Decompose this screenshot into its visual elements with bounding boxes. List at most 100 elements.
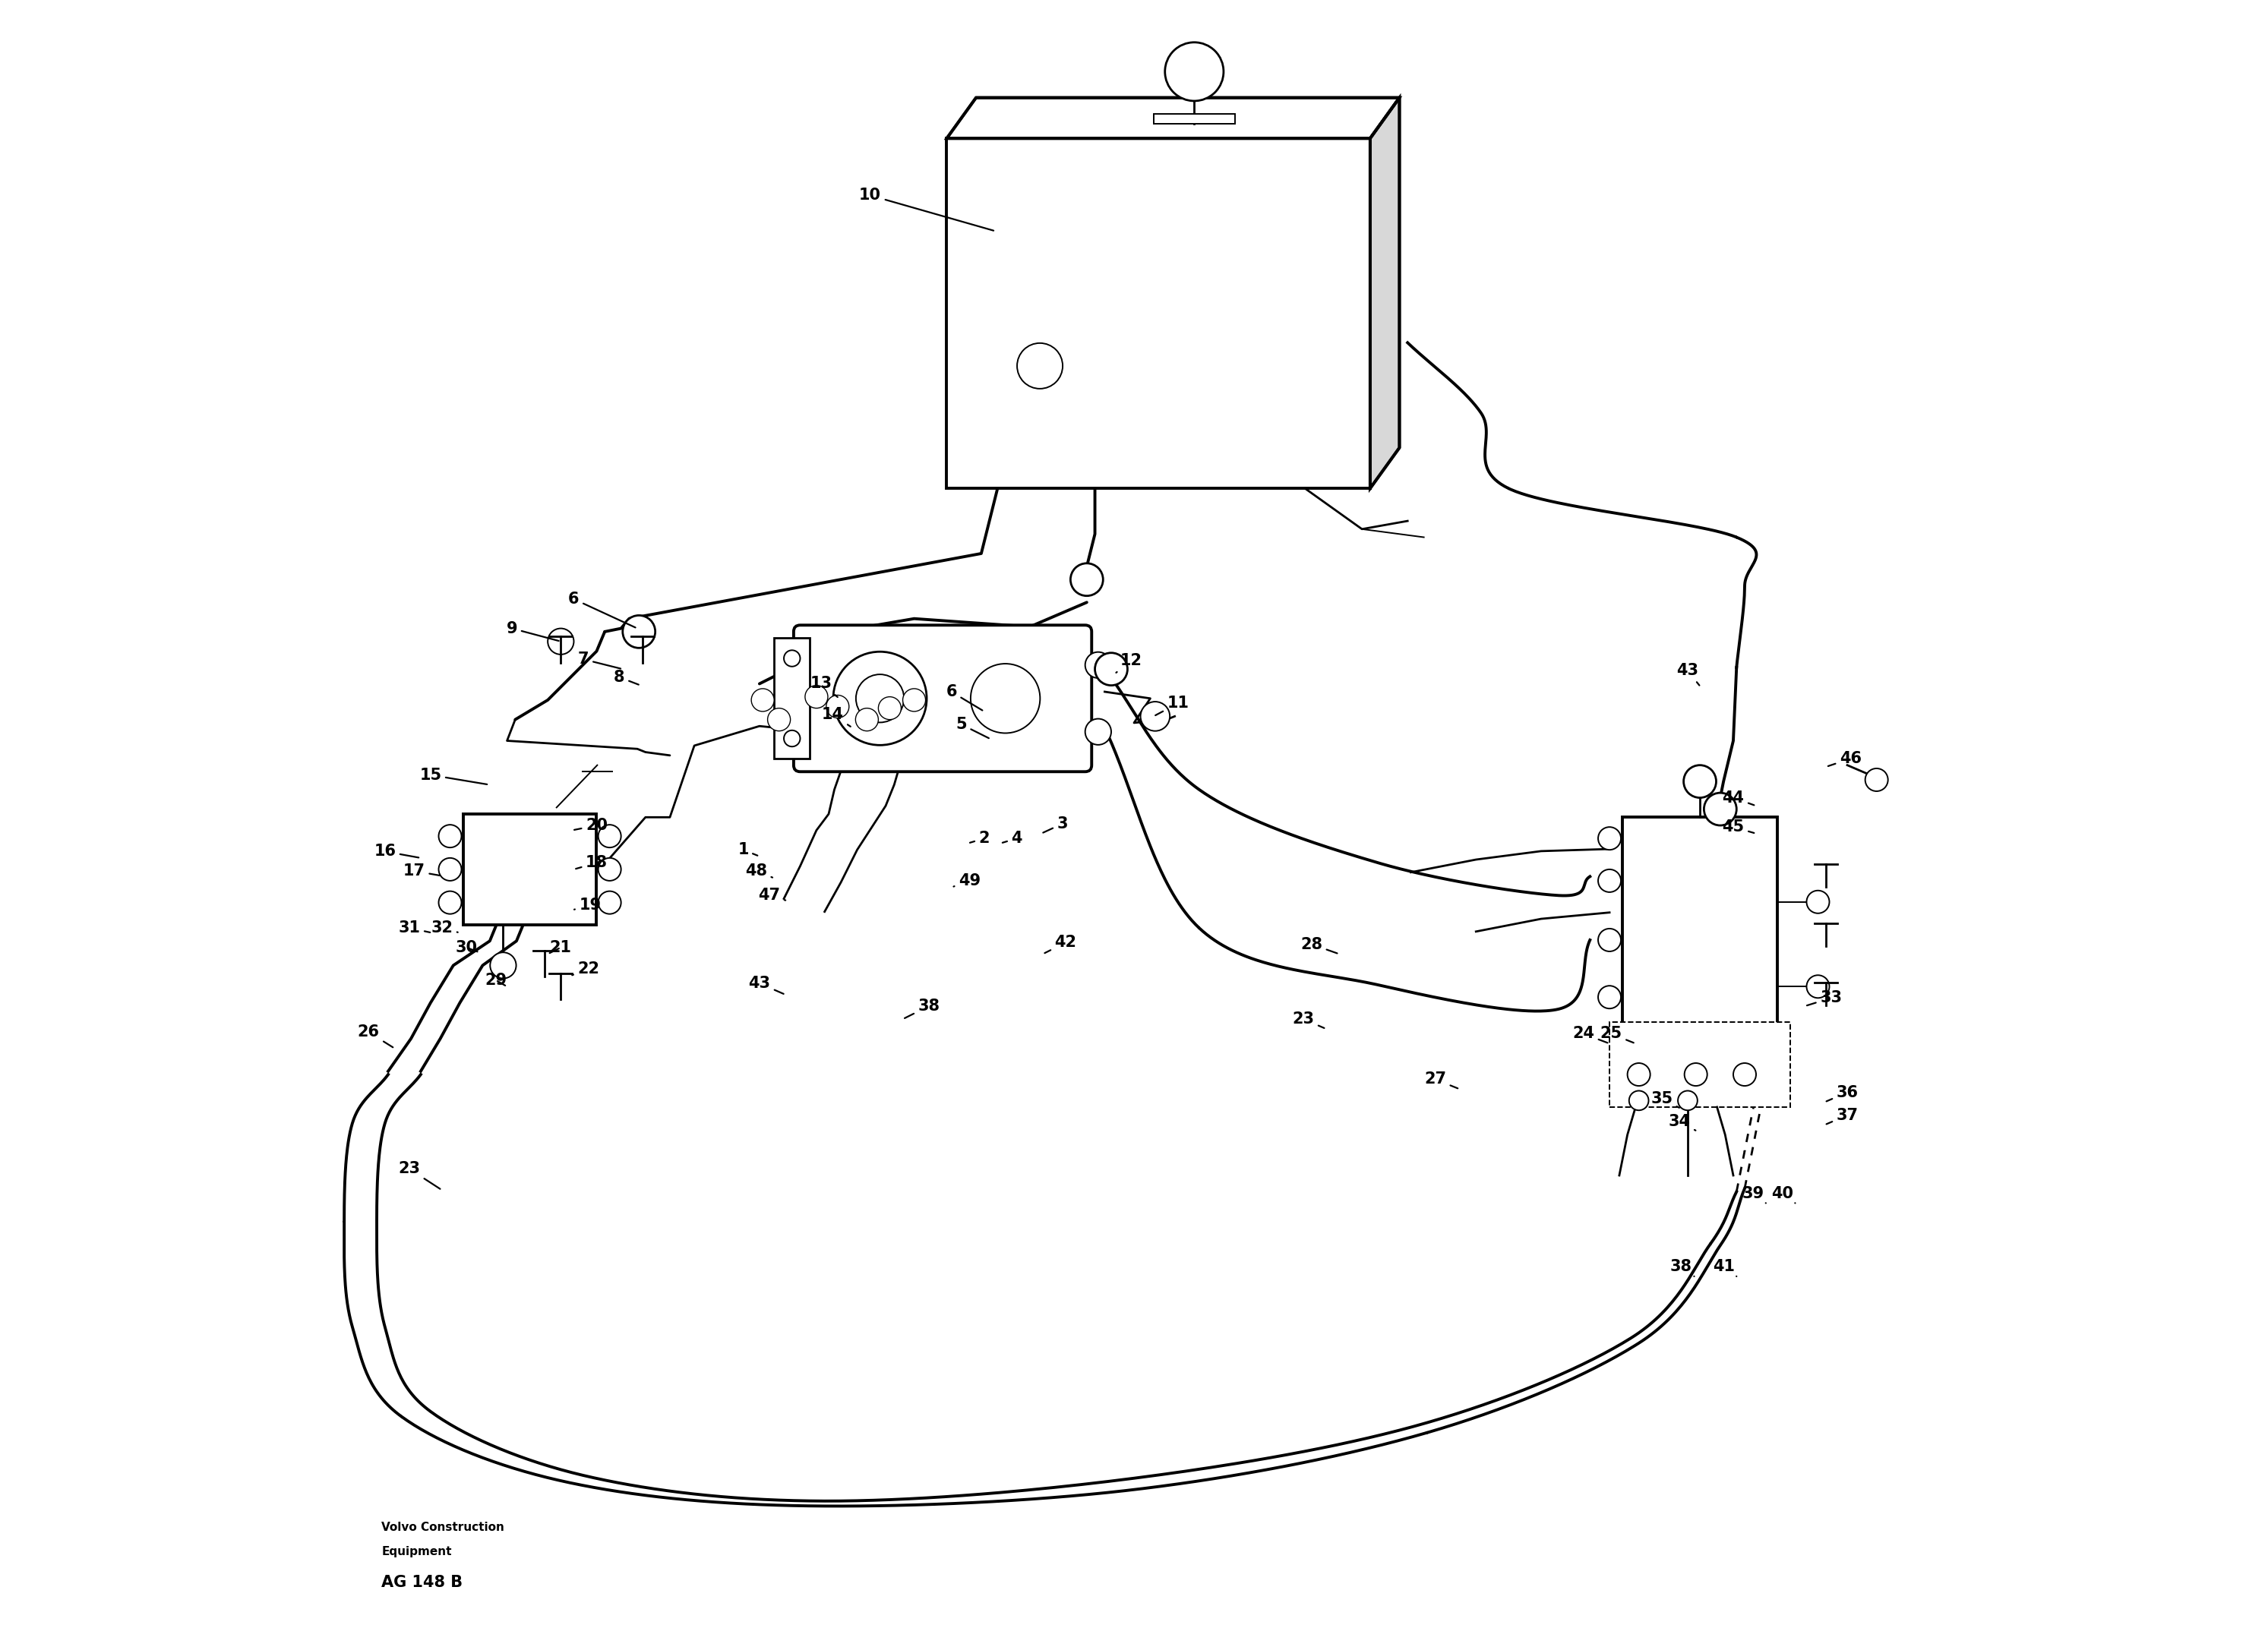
- Text: 7: 7: [578, 651, 621, 669]
- Text: 34: 34: [1669, 1114, 1696, 1130]
- Circle shape: [1703, 793, 1737, 825]
- Circle shape: [599, 858, 621, 881]
- Text: 9: 9: [506, 620, 558, 641]
- Circle shape: [1070, 563, 1102, 596]
- Text: 23: 23: [1293, 1011, 1325, 1027]
- Text: 18: 18: [576, 855, 608, 871]
- Circle shape: [1808, 891, 1830, 913]
- Circle shape: [1599, 869, 1622, 892]
- Text: 15: 15: [420, 767, 488, 785]
- Text: 49: 49: [953, 873, 980, 889]
- Circle shape: [490, 952, 517, 978]
- Bar: [773, 638, 810, 759]
- Text: 43: 43: [748, 975, 782, 993]
- Text: 16: 16: [374, 843, 420, 860]
- Text: 36: 36: [1826, 1084, 1857, 1101]
- Text: Equipment: Equipment: [381, 1547, 451, 1556]
- Text: 13: 13: [810, 676, 837, 697]
- Circle shape: [1599, 827, 1622, 850]
- Circle shape: [1599, 928, 1622, 951]
- Circle shape: [751, 689, 773, 711]
- Text: 2: 2: [971, 830, 989, 847]
- Circle shape: [971, 664, 1041, 733]
- Text: 26: 26: [358, 1024, 392, 1047]
- Text: 27: 27: [1424, 1071, 1458, 1089]
- Circle shape: [549, 628, 574, 654]
- Text: 32: 32: [431, 920, 458, 936]
- Text: 39: 39: [1742, 1185, 1767, 1203]
- Circle shape: [1084, 720, 1111, 746]
- Text: 23: 23: [399, 1161, 440, 1188]
- Circle shape: [767, 708, 789, 731]
- Text: 30: 30: [456, 939, 476, 956]
- Text: 24: 24: [1572, 1026, 1608, 1044]
- Text: 19: 19: [574, 897, 601, 913]
- Polygon shape: [946, 98, 1399, 138]
- Text: 41: 41: [1712, 1258, 1737, 1276]
- Circle shape: [1628, 1091, 1649, 1110]
- Circle shape: [855, 708, 878, 731]
- Circle shape: [1864, 768, 1887, 791]
- Bar: [1610, 1022, 1789, 1107]
- Circle shape: [1678, 1091, 1696, 1110]
- Text: 8: 8: [615, 669, 640, 685]
- Bar: [463, 814, 596, 925]
- Circle shape: [855, 674, 905, 723]
- Text: 3: 3: [1043, 816, 1068, 832]
- Text: 44: 44: [1721, 790, 1753, 806]
- Circle shape: [1599, 985, 1622, 1008]
- Circle shape: [826, 695, 848, 718]
- Circle shape: [1166, 42, 1222, 101]
- Text: 20: 20: [574, 817, 608, 834]
- Text: 48: 48: [746, 863, 773, 879]
- Circle shape: [438, 825, 460, 848]
- Circle shape: [1808, 975, 1830, 998]
- Text: 12: 12: [1116, 653, 1141, 672]
- Circle shape: [1095, 653, 1127, 685]
- Circle shape: [1141, 702, 1170, 731]
- Text: 46: 46: [1828, 751, 1862, 767]
- Text: 17: 17: [404, 863, 440, 879]
- Text: 38: 38: [905, 998, 939, 1018]
- Text: 43: 43: [1676, 663, 1699, 685]
- Text: 6: 6: [946, 684, 982, 710]
- Circle shape: [624, 615, 655, 648]
- Text: 47: 47: [758, 887, 785, 904]
- Text: 42: 42: [1046, 934, 1077, 952]
- Text: 31: 31: [399, 920, 431, 936]
- Text: 38: 38: [1669, 1258, 1694, 1276]
- Text: 22: 22: [572, 961, 599, 977]
- FancyBboxPatch shape: [794, 625, 1091, 772]
- Circle shape: [438, 858, 460, 881]
- Circle shape: [1016, 344, 1064, 389]
- Text: 5: 5: [955, 716, 989, 737]
- Text: 45: 45: [1721, 819, 1753, 835]
- Circle shape: [438, 891, 460, 913]
- Text: 11: 11: [1154, 695, 1188, 715]
- Bar: [946, 138, 1370, 488]
- Circle shape: [1628, 1063, 1651, 1086]
- Circle shape: [878, 697, 900, 720]
- Circle shape: [785, 731, 801, 747]
- Text: 21: 21: [549, 939, 572, 956]
- Circle shape: [1685, 1063, 1708, 1086]
- Text: 6: 6: [569, 591, 635, 627]
- Circle shape: [1683, 765, 1717, 798]
- Circle shape: [903, 689, 925, 711]
- Circle shape: [832, 651, 928, 746]
- Circle shape: [599, 891, 621, 913]
- Polygon shape: [1370, 98, 1399, 488]
- Text: AG 148 B: AG 148 B: [381, 1574, 463, 1591]
- Text: 37: 37: [1826, 1107, 1857, 1123]
- Text: 1: 1: [737, 842, 758, 858]
- Text: 10: 10: [860, 187, 993, 231]
- Bar: [1154, 114, 1236, 124]
- Text: 14: 14: [821, 707, 850, 726]
- Circle shape: [1733, 1063, 1755, 1086]
- Text: 25: 25: [1601, 1026, 1633, 1044]
- Text: Volvo Construction: Volvo Construction: [381, 1522, 503, 1532]
- Text: 35: 35: [1651, 1091, 1678, 1107]
- Bar: [1622, 817, 1778, 1029]
- Text: 28: 28: [1300, 936, 1338, 954]
- Circle shape: [805, 685, 828, 708]
